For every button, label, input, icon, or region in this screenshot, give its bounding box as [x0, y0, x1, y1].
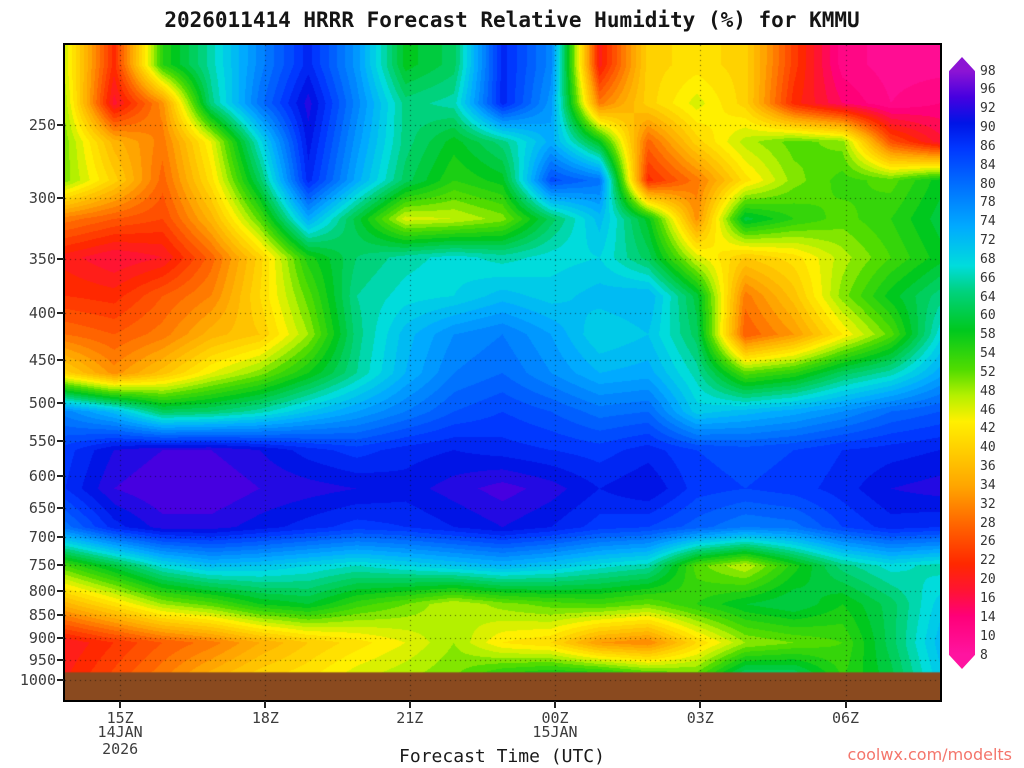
- x-tick-label: 06Z: [831, 709, 860, 727]
- colorbar: [949, 57, 975, 669]
- x-date-label: 2026: [102, 740, 139, 758]
- x-tick-label: 03Z: [686, 709, 714, 727]
- y-tick-label: 350: [28, 250, 56, 269]
- watermark-link[interactable]: coolwx.com/modelts: [847, 745, 1012, 764]
- x-axis-title: Forecast Time (UTC): [399, 746, 605, 767]
- colorbar-label: 36: [980, 459, 996, 475]
- rh-heatmap-canvas: [65, 45, 940, 700]
- y-tick-mark: [57, 637, 64, 640]
- y-tick-mark: [57, 536, 64, 539]
- colorbar-label: 28: [980, 515, 996, 531]
- y-tick-mark: [57, 474, 64, 477]
- colorbar-label: 26: [980, 534, 996, 550]
- y-tick-mark: [57, 658, 64, 661]
- y-tick-mark: [57, 258, 64, 261]
- x-date-label: 15JAN: [532, 723, 578, 741]
- y-tick-mark: [57, 506, 64, 509]
- y-tick-label: 550: [28, 431, 56, 450]
- x-tick-mark: [264, 701, 267, 708]
- y-tick-mark: [57, 196, 64, 199]
- x-tick-mark: [699, 701, 702, 708]
- y-tick-label: 1000: [19, 671, 56, 690]
- x-tick-label: 21Z: [396, 709, 424, 727]
- y-tick-label: 400: [28, 304, 56, 323]
- colorbar-label: 92: [980, 101, 996, 117]
- colorbar-label: 80: [980, 176, 996, 192]
- colorbar-label: 86: [980, 138, 996, 154]
- colorbar-label: 34: [980, 477, 996, 493]
- colorbar-label: 68: [980, 251, 996, 267]
- y-tick-label: 600: [28, 466, 56, 485]
- colorbar-label: 90: [980, 120, 996, 136]
- x-tick-mark: [844, 701, 847, 708]
- y-tick-label: 750: [28, 556, 56, 575]
- x-tick-label: 18Z: [251, 709, 279, 727]
- x-tick-label: 00Z: [541, 709, 569, 727]
- colorbar-label: 16: [980, 590, 996, 606]
- colorbar-label: 48: [980, 383, 996, 399]
- colorbar-label: 10: [980, 628, 996, 644]
- y-tick-label: 850: [28, 606, 56, 625]
- y-tick-mark: [57, 123, 64, 126]
- y-tick-mark: [57, 359, 64, 362]
- colorbar-label: 72: [980, 233, 996, 249]
- colorbar-label: 54: [980, 346, 996, 362]
- x-tick-mark: [408, 701, 411, 708]
- colorbar-label: 74: [980, 214, 996, 230]
- colorbar-label: 58: [980, 327, 996, 343]
- y-tick-mark: [57, 564, 64, 567]
- y-tick-mark: [57, 614, 64, 617]
- y-tick-label: 900: [28, 629, 56, 648]
- colorbar-label: 84: [980, 157, 996, 173]
- y-tick-label: 700: [28, 528, 56, 547]
- colorbar-label: 22: [980, 553, 996, 569]
- colorbar-label: 42: [980, 421, 996, 437]
- y-tick-mark: [57, 439, 64, 442]
- y-tick-mark: [57, 312, 64, 315]
- chart-title: 2026011414 HRRR Forecast Relative Humidi…: [164, 8, 860, 32]
- x-tick-mark: [119, 701, 122, 708]
- y-tick-mark: [57, 679, 64, 682]
- y-tick-mark: [57, 589, 64, 592]
- x-tick-label: 15Z: [106, 709, 134, 727]
- y-tick-label: 450: [28, 351, 56, 370]
- y-tick-mark: [57, 401, 64, 404]
- colorbar-label: 52: [980, 364, 996, 380]
- y-tick-label: 250: [28, 115, 56, 134]
- colorbar-label: 14: [980, 609, 996, 625]
- colorbar-label: 66: [980, 270, 996, 286]
- colorbar-label: 64: [980, 289, 996, 305]
- x-date-label: 14JAN: [97, 723, 143, 741]
- colorbar-label: 8: [980, 647, 988, 663]
- y-tick-label: 500: [28, 393, 56, 412]
- colorbar-label: 40: [980, 440, 996, 456]
- colorbar-label: 32: [980, 496, 996, 512]
- x-tick-mark: [554, 701, 556, 708]
- y-tick-label: 300: [28, 188, 56, 207]
- colorbar-label: 60: [980, 308, 996, 324]
- colorbar-label: 78: [980, 195, 996, 211]
- y-tick-label: 800: [28, 581, 56, 600]
- colorbar-label: 98: [980, 63, 996, 79]
- plot-area: [63, 43, 942, 702]
- colorbar-label: 20: [980, 572, 996, 588]
- colorbar-label: 96: [980, 82, 996, 98]
- y-tick-label: 950: [28, 650, 56, 669]
- y-tick-label: 650: [28, 498, 56, 517]
- colorbar-label: 46: [980, 402, 996, 418]
